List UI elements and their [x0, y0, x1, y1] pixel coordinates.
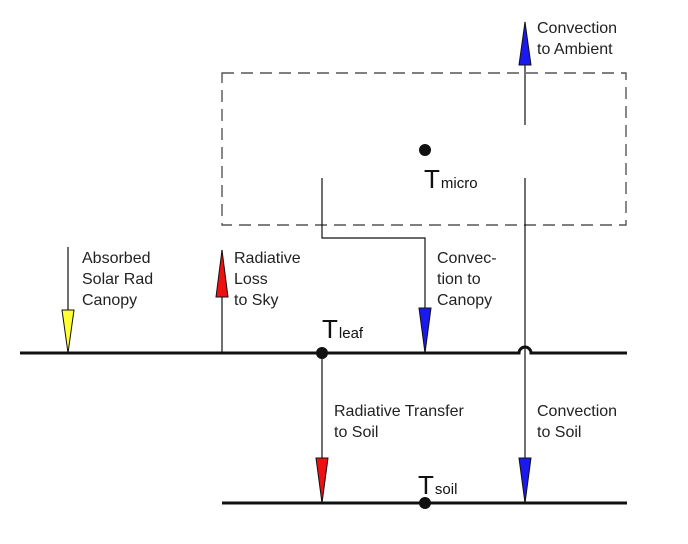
soil-temperature-label: Tsoil [418, 470, 457, 500]
convection-soil-label: Convection to Soil [537, 403, 622, 441]
micro-temperature-label: Tmicro [424, 164, 478, 194]
radiative-transfer-label: Radiative Transfer to Soil [334, 403, 468, 441]
soil-node-dot [419, 497, 431, 509]
convection-canopy-label: Convec- tion to Canopy [437, 250, 501, 309]
microclimate-box [221, 72, 627, 226]
convection-ambient-label: Convection to Ambient [537, 20, 622, 58]
convection-canopy-arrowhead [418, 307, 432, 354]
convection-ambient-arrowhead [518, 21, 532, 66]
leaf-temperature-label: Tleaf [322, 314, 364, 344]
convection-soil-arrowhead [518, 457, 532, 504]
micro-node-dot [419, 144, 431, 156]
radiative-transfer-arrowhead [315, 457, 329, 504]
radiative-loss-arrowhead [215, 249, 229, 298]
convection-canopy-path [321, 178, 426, 353]
absorbed-solar-arrowhead [61, 309, 75, 354]
absorbed-solar-label: Absorbed Solar Rad Canopy [82, 250, 158, 309]
radiative-loss-label: Radiative Loss to Sky [234, 250, 305, 309]
leaf-node-dot [316, 347, 328, 359]
